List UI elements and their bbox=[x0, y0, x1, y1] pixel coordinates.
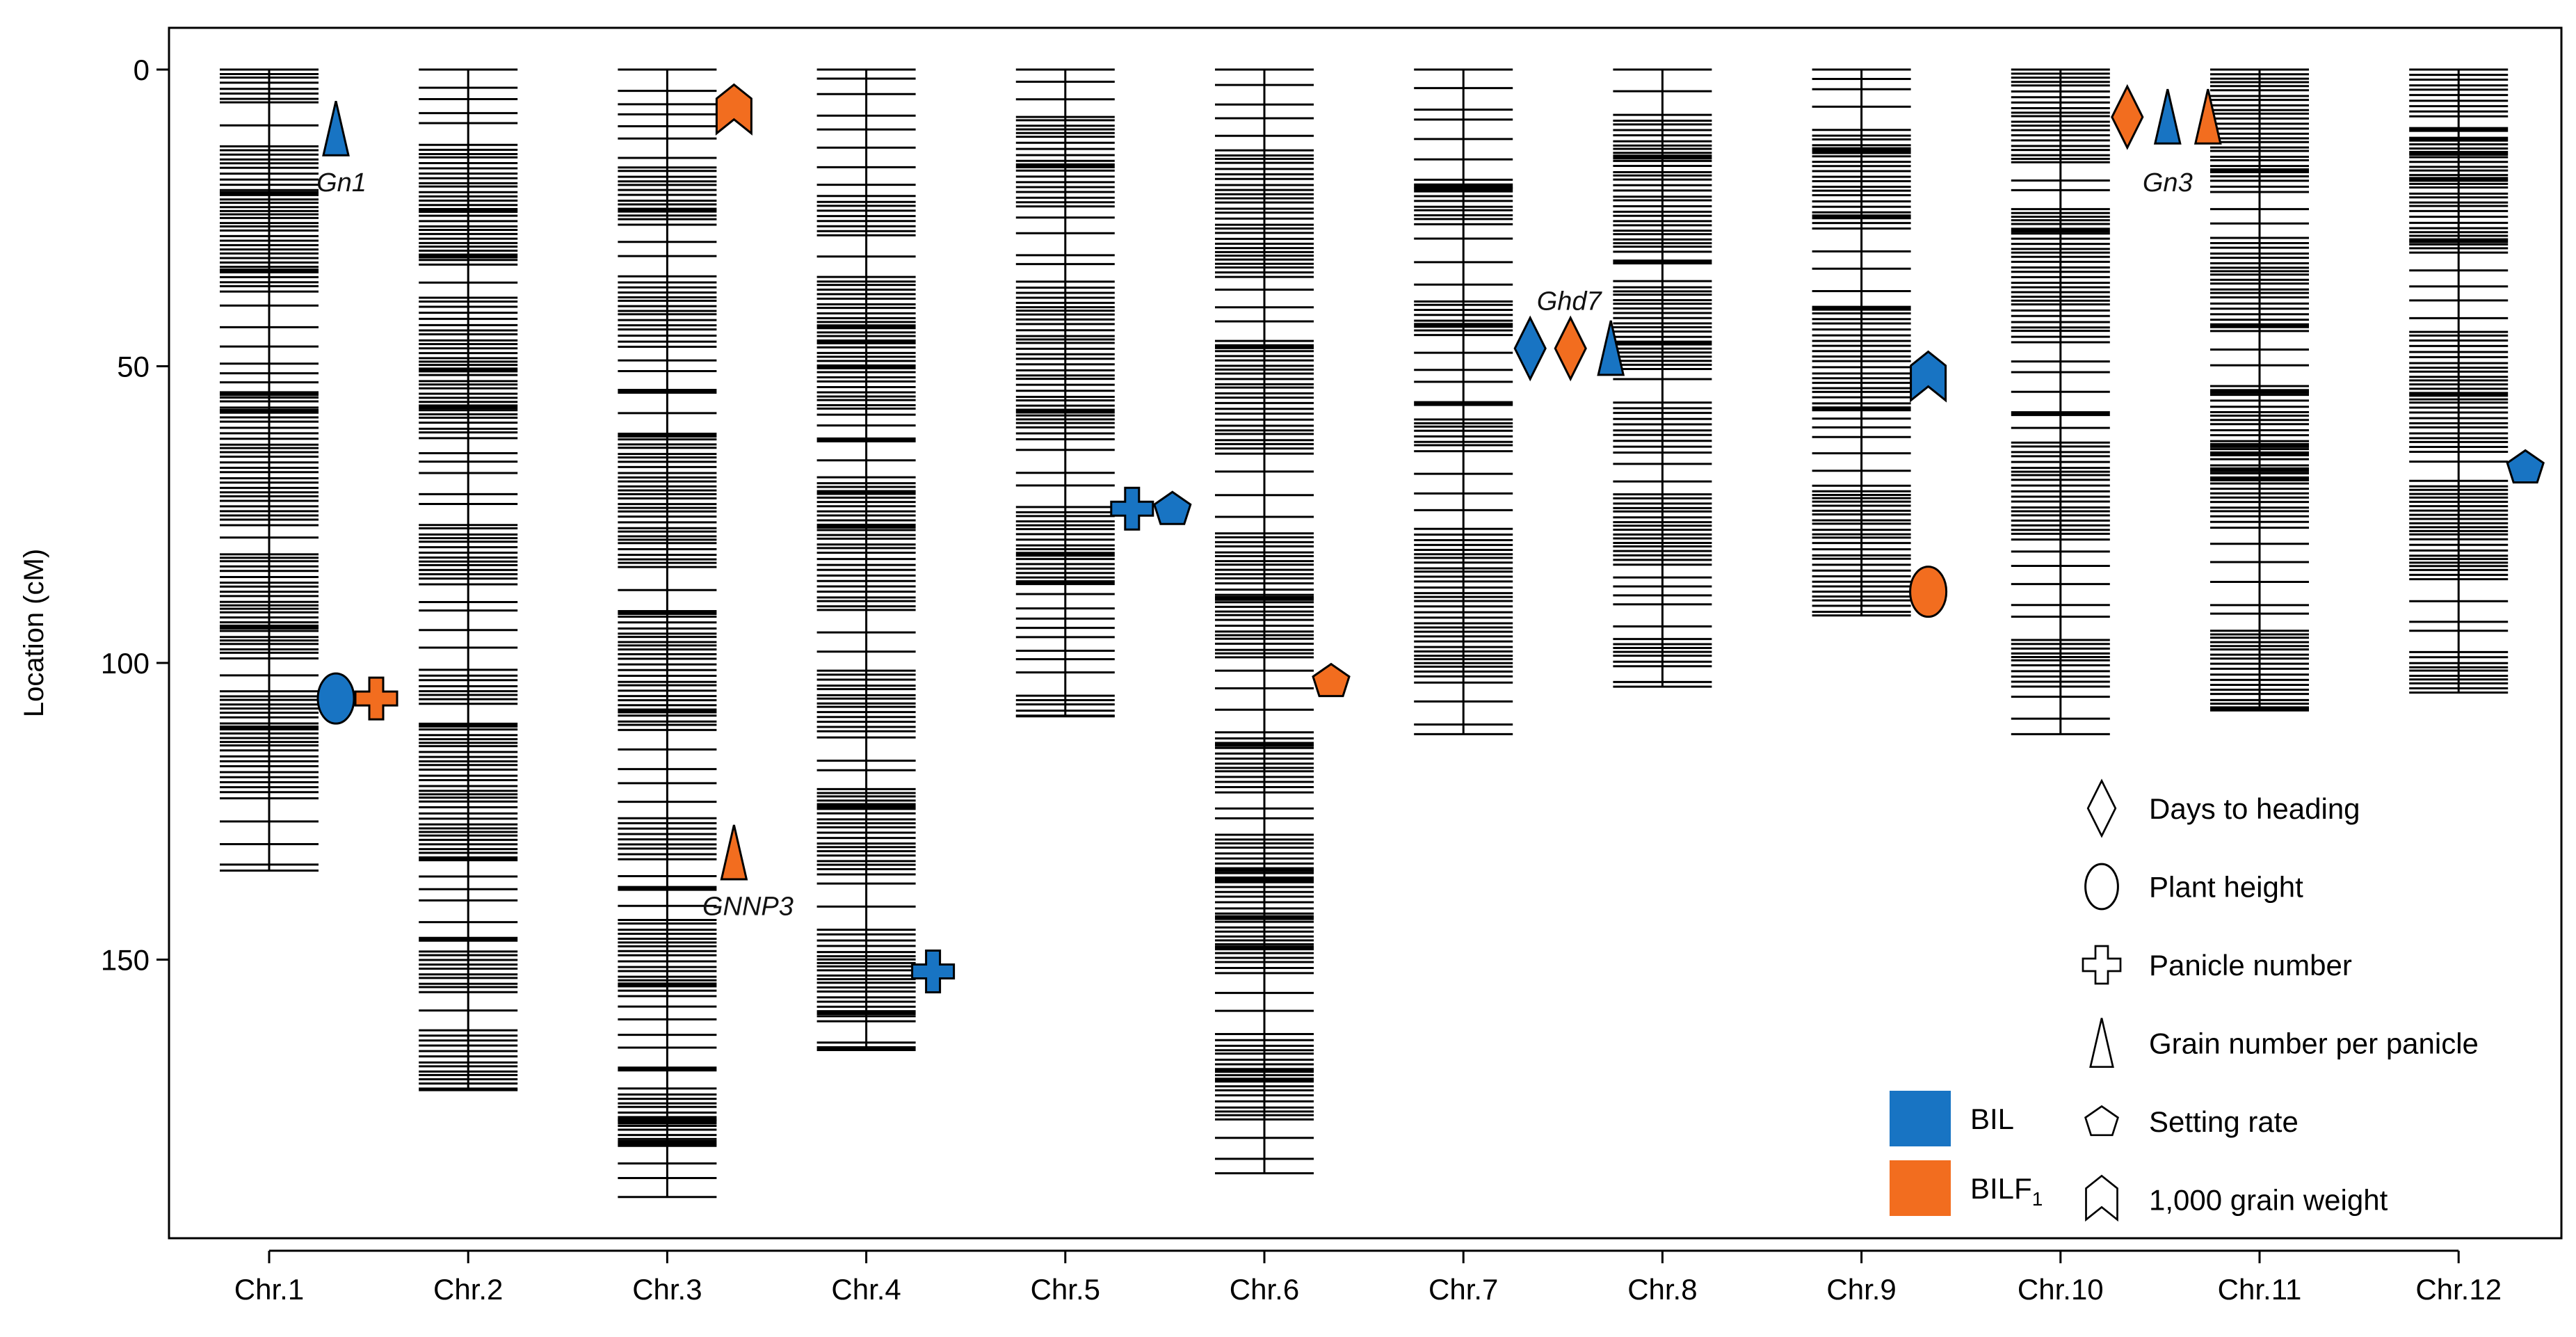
chromosomes bbox=[220, 68, 2509, 1199]
chromosome-label: Chr.8 bbox=[1627, 1273, 1697, 1306]
legend-label: Days to heading bbox=[2149, 792, 2360, 825]
chromosome-label: Chr.7 bbox=[1428, 1273, 1498, 1306]
chromosome-label: Chr.12 bbox=[2415, 1273, 2502, 1306]
qtl-panicle-number bbox=[1110, 486, 1154, 531]
x-axis: Chr.1 Chr.2 Chr.3 Chr.4 Chr.5 Chr.6 Chr.7 Chr.8… bbox=[234, 1249, 2502, 1306]
legend-item: Setting rate bbox=[2084, 1105, 2299, 1138]
chromosome bbox=[816, 68, 916, 1051]
legend-population: BILF1 bbox=[1890, 1160, 2043, 1216]
chromosome bbox=[1215, 68, 1314, 1175]
chromosome bbox=[220, 68, 319, 872]
legend-item: Panicle number bbox=[2082, 945, 2352, 985]
chromosome-label: Chr.4 bbox=[831, 1273, 901, 1306]
legend-label: Plant height bbox=[2149, 871, 2303, 904]
chromosome bbox=[1414, 68, 1513, 735]
gene-label: Gn3 bbox=[2143, 168, 2193, 198]
qtl-plant-height bbox=[1909, 566, 1948, 618]
qtl-grain-number bbox=[1597, 320, 1625, 376]
qtl-plant-height bbox=[316, 672, 355, 725]
qtl-grain-number bbox=[720, 824, 748, 881]
legend-item: Grain number per panicle bbox=[2089, 1018, 2479, 1068]
chromosome bbox=[1015, 68, 1115, 718]
gene-label: Gn1 bbox=[316, 168, 367, 198]
legend-symbol-panicle-number bbox=[2082, 945, 2122, 985]
legend-item: 1,000 grain weight bbox=[2085, 1174, 2388, 1222]
y-axis-title: Location (cM) bbox=[19, 549, 49, 717]
qtl-setting-rate bbox=[1153, 490, 1192, 525]
legend-symbol-plant-height bbox=[2084, 863, 2119, 911]
chromosome-label: Chr.5 bbox=[1031, 1273, 1100, 1306]
legend-swatch-bilf1 bbox=[1890, 1160, 1951, 1216]
chromosome bbox=[2210, 68, 2309, 712]
legend-symbol-grain-number bbox=[2089, 1018, 2114, 1068]
legend-swatch-bil bbox=[1890, 1091, 1951, 1146]
y-tick-label: 0 bbox=[134, 54, 150, 86]
chromosome bbox=[618, 68, 717, 1199]
qtl-days-to-heading bbox=[2111, 83, 2144, 150]
qtl-grain-number bbox=[2193, 88, 2222, 145]
chromosome bbox=[419, 68, 518, 1091]
chromosome bbox=[2011, 68, 2110, 735]
legend-population: BIL bbox=[1890, 1091, 2014, 1146]
chromosome bbox=[1613, 68, 1712, 688]
chromosome-label: Chr.11 bbox=[2218, 1273, 2302, 1306]
qtl-grain-weight bbox=[715, 83, 752, 136]
legend-subscript: 1 bbox=[2032, 1188, 2043, 1210]
y-tick-label: 100 bbox=[101, 647, 150, 680]
y-tick-label: 50 bbox=[117, 351, 150, 383]
qtl-days-to-heading bbox=[1513, 315, 1547, 382]
chromosome-label: Chr.2 bbox=[433, 1273, 503, 1306]
chromosome-label: Chr.3 bbox=[632, 1273, 702, 1306]
legend-item: Days to heading bbox=[2086, 778, 2360, 838]
legend-label: Setting rate bbox=[2149, 1105, 2299, 1138]
legend-label: Grain number per panicle bbox=[2149, 1027, 2479, 1060]
gene-label: GNNP3 bbox=[702, 892, 794, 922]
legend-symbol-grain-weight bbox=[2085, 1174, 2118, 1222]
chromosome-label: Chr.1 bbox=[234, 1273, 304, 1306]
qtl-setting-rate bbox=[1312, 662, 1351, 698]
legend-population-label: BIL bbox=[1970, 1103, 2014, 1135]
chromosome bbox=[2409, 68, 2509, 694]
qtl-panicle-number bbox=[911, 950, 956, 994]
qtl-markers bbox=[316, 83, 2545, 994]
chromosome-label: Chr.10 bbox=[2018, 1273, 2104, 1306]
legend-label: Panicle number bbox=[2149, 949, 2352, 982]
legend-item: Plant height bbox=[2084, 863, 2303, 911]
qtl-grain-number bbox=[2153, 88, 2182, 145]
legend-symbol-days-to-heading bbox=[2086, 778, 2117, 838]
y-tick-label: 150 bbox=[101, 944, 150, 977]
qtl-panicle-number bbox=[354, 676, 399, 721]
qtl-setting-rate bbox=[2506, 449, 2545, 484]
qtl-grain-weight bbox=[1910, 350, 1947, 403]
chromosome-label: Chr.9 bbox=[1826, 1273, 1896, 1306]
chromosome bbox=[1812, 68, 1911, 617]
qtl-grain-number bbox=[322, 100, 350, 157]
plot-frame bbox=[168, 26, 2563, 1240]
gene-annotations: Gn1 GNNP3 Ghd7 Gn3 bbox=[316, 168, 2193, 922]
gene-label: Ghd7 bbox=[1537, 287, 1603, 317]
qtl-days-to-heading bbox=[1554, 315, 1587, 382]
y-axis: 0 50 100 150 bbox=[101, 54, 169, 977]
legend-population-label: BILF1 bbox=[1970, 1172, 2043, 1210]
legend: Days to heading Plant height Panicle numbe… bbox=[1890, 778, 2479, 1222]
chromosome-label: Chr.6 bbox=[1230, 1273, 1299, 1306]
legend-label: 1,000 grain weight bbox=[2149, 1184, 2388, 1217]
legend-symbol-setting-rate bbox=[2084, 1105, 2119, 1137]
